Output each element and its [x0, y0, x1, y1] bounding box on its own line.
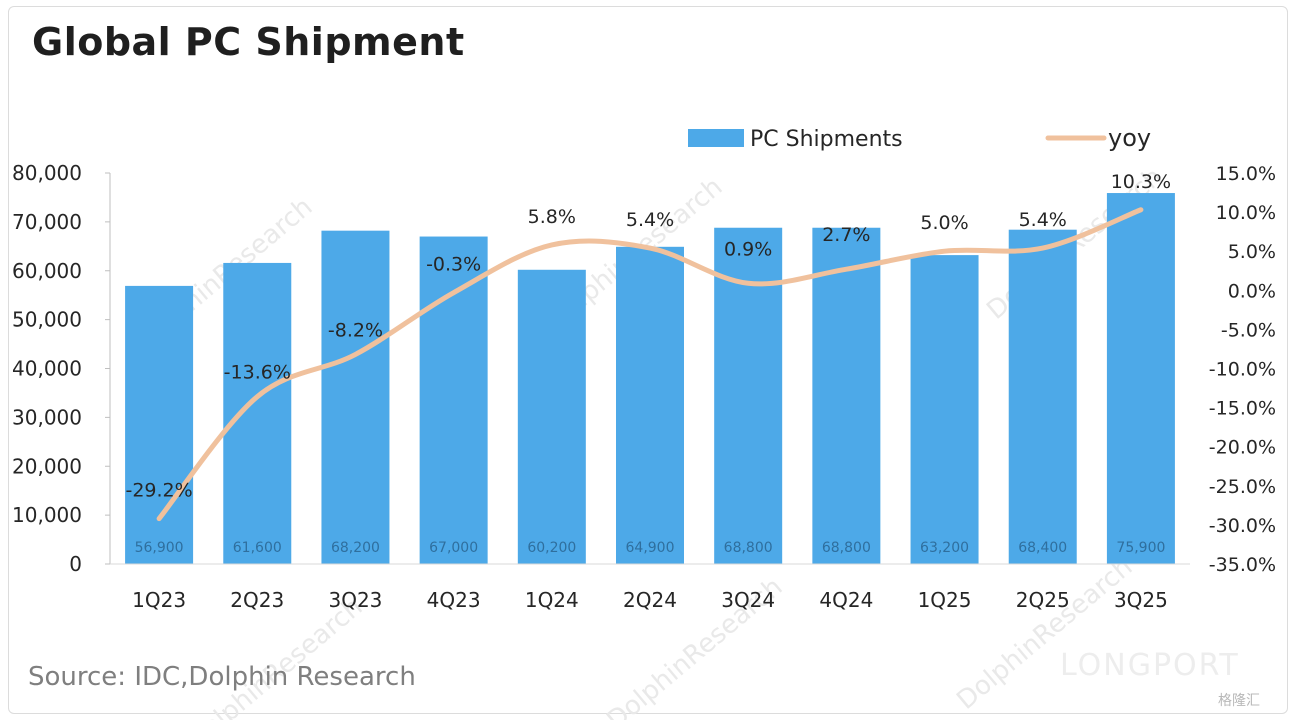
- bar-data-label: 68,400: [1018, 540, 1067, 556]
- bar-4q24: [812, 227, 881, 565]
- y-left-tick-label: 10,000: [12, 503, 82, 527]
- x-tick-label: 1Q25: [918, 588, 972, 612]
- bar-data-label: 56,900: [135, 540, 184, 556]
- y-right-tick-label: -15.0%: [1209, 398, 1276, 420]
- yoy-line-series: -29.2% -13.6% -8.2% -0.3% 5.8% 5.4% 0.9% 2.7% 5.…: [125, 171, 1171, 522]
- bar-2q24: [616, 246, 684, 564]
- legend-label-bars: PC Shipments: [750, 127, 903, 152]
- bar-1q23: [125, 285, 194, 564]
- y-right-tick-label: -25.0%: [1209, 476, 1276, 498]
- x-tick-label: 2Q23: [230, 588, 284, 612]
- y-left-tick-label: 50,000: [12, 308, 82, 332]
- y-left-tick-label: 40,000: [12, 357, 82, 381]
- y-right-tick-label: -10.0%: [1209, 359, 1276, 381]
- y-left-tick-label: 30,000: [12, 405, 82, 429]
- longport-watermark: LONGPORT: [1060, 648, 1240, 683]
- y-left-tick-label: 60,000: [12, 259, 82, 283]
- y-right-tick-label: 15.0%: [1216, 163, 1276, 185]
- yoy-data-label: 0.9%: [724, 238, 772, 260]
- x-tick-label: 3Q23: [328, 588, 382, 612]
- x-tick-label: 1Q24: [525, 588, 579, 612]
- legend: PC Shipments yoy: [688, 124, 1151, 152]
- yoy-data-label: -0.3%: [426, 254, 481, 276]
- y-right-tick-label: 0.0%: [1228, 280, 1276, 302]
- bar-data-label: 67,000: [429, 540, 478, 556]
- yoy-data-label: 2.7%: [822, 224, 870, 246]
- bar-data-label: 68,800: [724, 540, 773, 556]
- y-left-tick-label: 0: [69, 552, 82, 576]
- yoy-line: [156, 207, 1144, 522]
- y-left-tick-label: 20,000: [12, 454, 82, 478]
- y-right-tick-label: -5.0%: [1221, 319, 1276, 341]
- y-left-tick-label: 80,000: [12, 161, 82, 185]
- yoy-data-label: 5.4%: [1019, 209, 1067, 231]
- y-left-tick-label: 70,000: [12, 210, 82, 234]
- yoy-data-label: 10.3%: [1111, 171, 1171, 193]
- bar-4q23: [419, 236, 488, 564]
- x-tick-label: 4Q24: [819, 588, 873, 612]
- bar-series: 56,900 61,600 68,200 67,000 60,200 64,900 68,8…: [125, 193, 1175, 565]
- bar-data-label: 75,900: [1116, 540, 1165, 556]
- bar-2q25: [1008, 229, 1077, 564]
- axes: 0 10,000 20,000 30,000 40,000 50,000 60,000 70,…: [12, 161, 1276, 612]
- yoy-data-label: -8.2%: [328, 319, 383, 341]
- y-right-tick-label: -35.0%: [1209, 554, 1276, 576]
- yoy-data-label: 5.0%: [920, 212, 968, 234]
- bar-3q23: [321, 230, 390, 565]
- chart-title: Global PC Shipment: [32, 20, 465, 64]
- yoy-data-label: -29.2%: [125, 480, 192, 502]
- bar-data-label: 60,200: [527, 540, 576, 556]
- y-right-tick-label: -20.0%: [1209, 437, 1276, 459]
- bar-data-label: 64,900: [626, 540, 675, 556]
- bar-3q25: [1106, 193, 1175, 564]
- bar-data-label: 61,600: [233, 540, 282, 556]
- bar-1q24: [517, 269, 586, 564]
- chart-frame: [8, 6, 1288, 714]
- y-right-tick-label: -30.0%: [1209, 515, 1276, 537]
- yoy-data-label: 5.8%: [528, 206, 576, 228]
- x-tick-label: 3Q25: [1114, 588, 1168, 612]
- bar-data-label: 68,200: [331, 540, 380, 556]
- legend-label-line: yoy: [1108, 124, 1151, 152]
- bar-2q23: [223, 262, 292, 564]
- x-tick-label: 2Q24: [623, 588, 677, 612]
- y-right-tick-label: 5.0%: [1228, 241, 1276, 263]
- bar-1q25: [910, 255, 979, 565]
- x-tick-label: 4Q23: [427, 588, 481, 612]
- y-right-tick-label: 10.0%: [1216, 202, 1276, 224]
- x-tick-label: 2Q25: [1016, 588, 1070, 612]
- yoy-data-label: 5.4%: [626, 209, 674, 231]
- bar-data-label: 68,800: [822, 540, 871, 556]
- corner-badge: 格隆汇: [1218, 693, 1260, 709]
- watermark-text: DolphinResearch: [951, 552, 1138, 716]
- bar-data-label: 63,200: [920, 540, 969, 556]
- x-tick-label: 3Q24: [721, 588, 775, 612]
- yoy-data-label: -13.6%: [224, 362, 291, 384]
- source-note: Source: IDC,Dolphin Research: [28, 662, 416, 692]
- x-tick-label: 1Q23: [132, 588, 186, 612]
- legend-swatch-bars: [688, 129, 744, 147]
